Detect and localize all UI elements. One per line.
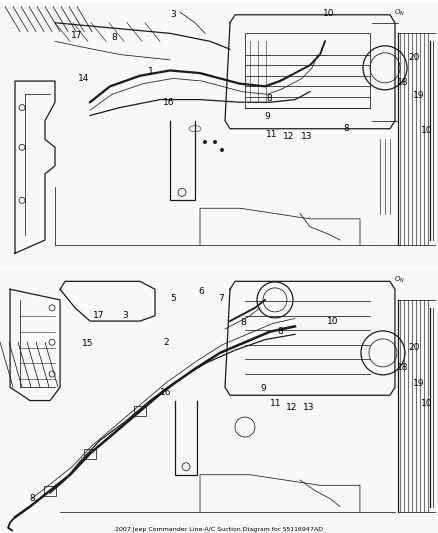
Circle shape bbox=[220, 148, 224, 152]
Text: 19: 19 bbox=[413, 91, 424, 100]
Text: 10: 10 bbox=[421, 126, 433, 134]
Text: 9: 9 bbox=[260, 384, 266, 393]
Text: 10: 10 bbox=[327, 317, 339, 326]
Text: 3: 3 bbox=[122, 311, 128, 320]
Text: 8: 8 bbox=[29, 494, 35, 503]
Text: 7: 7 bbox=[218, 294, 224, 303]
Text: 19: 19 bbox=[413, 379, 424, 388]
Bar bbox=[44, 486, 56, 496]
Text: 14: 14 bbox=[78, 74, 89, 83]
Text: 2: 2 bbox=[164, 338, 169, 347]
Text: 1: 1 bbox=[148, 67, 154, 76]
Text: 8: 8 bbox=[277, 327, 283, 336]
Text: 11: 11 bbox=[270, 399, 282, 408]
Text: 10: 10 bbox=[323, 9, 334, 18]
Text: 12: 12 bbox=[286, 402, 298, 411]
Bar bbox=[134, 406, 146, 416]
Circle shape bbox=[203, 140, 207, 144]
Text: 20: 20 bbox=[408, 53, 420, 62]
Text: 15: 15 bbox=[82, 339, 93, 348]
Text: 12: 12 bbox=[283, 132, 295, 141]
Text: 8: 8 bbox=[111, 33, 117, 42]
Text: 17: 17 bbox=[93, 311, 104, 320]
Text: 13: 13 bbox=[303, 402, 314, 411]
Text: 8: 8 bbox=[266, 94, 272, 103]
Text: 5: 5 bbox=[170, 294, 176, 303]
Text: 16: 16 bbox=[160, 388, 171, 397]
Text: 3: 3 bbox=[170, 10, 176, 19]
Bar bbox=[84, 449, 96, 458]
Circle shape bbox=[213, 140, 217, 144]
Text: 18: 18 bbox=[397, 78, 409, 87]
Text: 13: 13 bbox=[301, 132, 312, 141]
Text: $O_N$: $O_N$ bbox=[395, 8, 406, 18]
Text: $O_N$: $O_N$ bbox=[395, 274, 406, 285]
Text: 2007 Jeep Commander Line-A/C Suction Diagram for 55116947AD: 2007 Jeep Commander Line-A/C Suction Dia… bbox=[115, 527, 323, 532]
Text: 8: 8 bbox=[343, 124, 349, 133]
Text: 10: 10 bbox=[421, 399, 433, 408]
Text: 9: 9 bbox=[264, 112, 270, 122]
Text: 11: 11 bbox=[266, 130, 277, 139]
Text: 6: 6 bbox=[198, 287, 205, 296]
Text: 18: 18 bbox=[397, 363, 409, 372]
Text: 17: 17 bbox=[71, 31, 82, 41]
Text: 8: 8 bbox=[240, 318, 246, 327]
Text: 20: 20 bbox=[408, 343, 420, 352]
Text: 16: 16 bbox=[163, 98, 174, 107]
